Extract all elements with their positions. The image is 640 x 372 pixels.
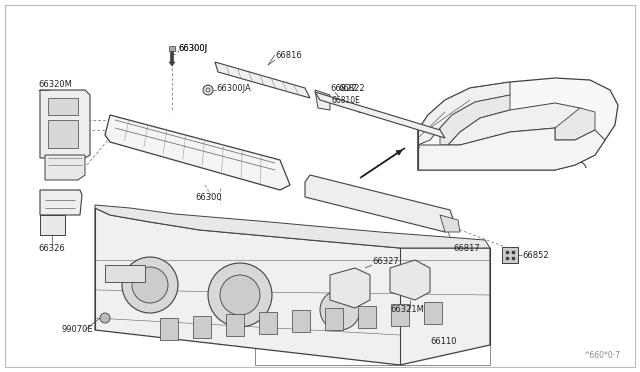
Polygon shape: [555, 108, 595, 140]
Text: 66326: 66326: [38, 244, 65, 253]
Polygon shape: [424, 302, 442, 324]
Polygon shape: [48, 120, 78, 148]
Circle shape: [203, 85, 213, 95]
Polygon shape: [358, 306, 376, 328]
Polygon shape: [40, 190, 82, 215]
Text: 99070E: 99070E: [62, 326, 93, 334]
Polygon shape: [48, 98, 78, 115]
Polygon shape: [440, 95, 510, 145]
Polygon shape: [418, 82, 510, 145]
Polygon shape: [95, 208, 490, 365]
Text: 66816: 66816: [275, 51, 301, 60]
Text: 66110: 66110: [430, 337, 456, 346]
Polygon shape: [418, 78, 618, 170]
Text: 66300JA: 66300JA: [216, 83, 251, 93]
Polygon shape: [105, 115, 290, 190]
Text: 66321M: 66321M: [390, 305, 424, 314]
FancyArrow shape: [169, 50, 175, 66]
Text: 66327: 66327: [372, 257, 399, 266]
Polygon shape: [226, 314, 244, 336]
Circle shape: [100, 313, 110, 323]
Polygon shape: [45, 155, 85, 180]
Text: 66320M: 66320M: [38, 80, 72, 89]
Circle shape: [220, 275, 260, 315]
Polygon shape: [292, 310, 310, 332]
Text: 66300: 66300: [195, 192, 221, 202]
Polygon shape: [330, 268, 370, 308]
Polygon shape: [95, 205, 490, 248]
Bar: [169, 46, 175, 51]
Polygon shape: [40, 90, 90, 158]
Circle shape: [208, 263, 272, 327]
Polygon shape: [391, 304, 409, 326]
Text: 66810E: 66810E: [332, 96, 361, 105]
Circle shape: [122, 257, 178, 313]
Polygon shape: [418, 128, 605, 170]
Text: 66300J: 66300J: [178, 44, 207, 52]
Polygon shape: [215, 62, 310, 98]
Text: 66300J: 66300J: [178, 44, 207, 52]
Circle shape: [320, 290, 360, 330]
Polygon shape: [390, 260, 430, 300]
Polygon shape: [325, 308, 343, 330]
Text: 66822: 66822: [330, 83, 356, 93]
Polygon shape: [259, 312, 277, 334]
Polygon shape: [40, 215, 65, 235]
Polygon shape: [440, 215, 460, 232]
Polygon shape: [502, 247, 518, 263]
Polygon shape: [305, 175, 455, 232]
Circle shape: [132, 267, 168, 303]
Polygon shape: [315, 92, 445, 138]
Text: 66817: 66817: [453, 244, 480, 253]
Ellipse shape: [420, 135, 428, 141]
Polygon shape: [105, 265, 145, 282]
Text: ^660*0·7: ^660*0·7: [583, 351, 620, 360]
Polygon shape: [160, 318, 178, 340]
Polygon shape: [315, 90, 330, 110]
Text: 66852: 66852: [522, 250, 548, 260]
Text: 66822: 66822: [338, 83, 365, 93]
Polygon shape: [448, 103, 580, 145]
Polygon shape: [193, 316, 211, 338]
